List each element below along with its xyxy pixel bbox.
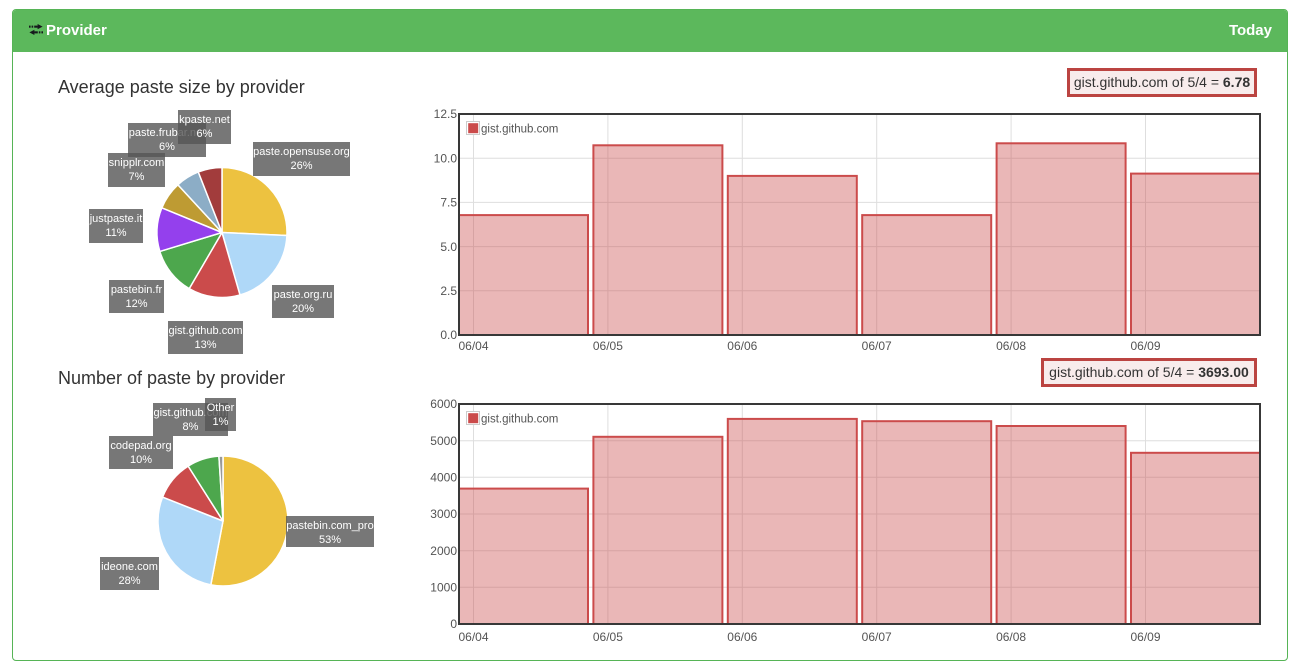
svg-text:2000: 2000 bbox=[430, 544, 457, 558]
svg-text:06/04: 06/04 bbox=[458, 630, 488, 644]
svg-text:6000: 6000 bbox=[430, 397, 457, 411]
svg-text:10.0: 10.0 bbox=[434, 151, 458, 165]
svg-text:06/07: 06/07 bbox=[862, 630, 892, 644]
svg-text:06/06: 06/06 bbox=[727, 339, 757, 353]
svg-text:2.5: 2.5 bbox=[440, 284, 457, 298]
svg-text:06/04: 06/04 bbox=[458, 339, 488, 353]
svg-text:06/05: 06/05 bbox=[593, 630, 623, 644]
svg-text:0.0: 0.0 bbox=[440, 328, 457, 342]
svg-text:12.5: 12.5 bbox=[434, 107, 458, 121]
svg-text:0: 0 bbox=[450, 617, 457, 631]
svg-text:06/09: 06/09 bbox=[1130, 630, 1160, 644]
svg-text:06/09: 06/09 bbox=[1130, 339, 1160, 353]
svg-text:5000: 5000 bbox=[430, 434, 457, 448]
svg-text:gist.github.com: gist.github.com bbox=[481, 414, 558, 426]
svg-text:06/08: 06/08 bbox=[996, 630, 1026, 644]
svg-text:3000: 3000 bbox=[430, 507, 457, 521]
svg-text:4000: 4000 bbox=[430, 471, 457, 485]
svg-text:06/08: 06/08 bbox=[996, 339, 1026, 353]
svg-text:06/05: 06/05 bbox=[593, 339, 623, 353]
svg-text:gist.github.com: gist.github.com bbox=[481, 124, 558, 136]
svg-text:06/07: 06/07 bbox=[862, 339, 892, 353]
svg-text:1000: 1000 bbox=[430, 581, 457, 595]
svg-text:5.0: 5.0 bbox=[440, 240, 457, 254]
svg-text:06/06: 06/06 bbox=[727, 630, 757, 644]
svg-text:7.5: 7.5 bbox=[440, 196, 457, 210]
